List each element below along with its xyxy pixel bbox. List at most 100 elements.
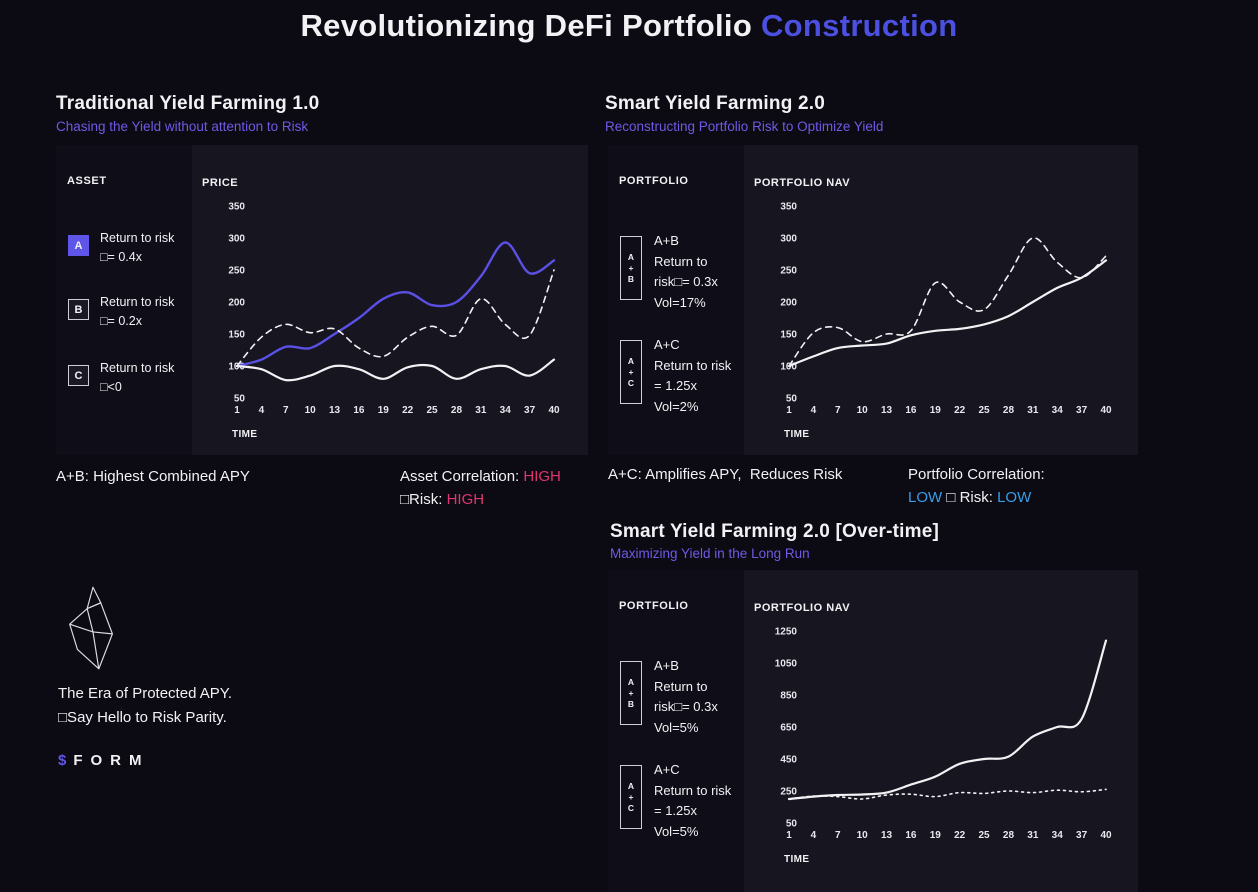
svg-text:1: 1 — [234, 405, 240, 416]
svg-text:13: 13 — [881, 830, 893, 841]
svg-text:19: 19 — [930, 830, 942, 841]
svg-text:1250: 1250 — [775, 627, 798, 638]
portfolio-line: risk□= 0.3x — [654, 699, 718, 714]
portfolio-label: A+B Return to risk□= 0.3x Vol=17% — [654, 231, 718, 313]
portfolio-line: Return to risk — [654, 357, 732, 373]
smart-subheading: Reconstructing Portfolio Risk to Optimiz… — [605, 119, 884, 134]
chart-svg: 1250 1050 850 650 450 250 50 1 4 7 10 13 16 19 22 25 28 3… — [746, 614, 1138, 875]
badge-letter: + — [628, 263, 634, 273]
portfolio-item-ac: A + C A+C Return to risk = 1.25x Vol=5% — [620, 760, 731, 842]
svg-text:150: 150 — [228, 330, 245, 341]
svg-text:34: 34 — [1052, 405, 1064, 416]
overtime-heading: Smart Yield Farming 2.0 [Over-time] — [610, 521, 940, 542]
overtime-subheading: Maximizing Yield in the Long Run — [610, 546, 810, 561]
svg-text:7: 7 — [835, 830, 841, 841]
badge-letter: A — [627, 252, 635, 262]
svg-text:22: 22 — [954, 405, 966, 416]
svg-text:31: 31 — [475, 405, 487, 416]
correlation-line: Portfolio Correlation: — [908, 466, 1045, 483]
svg-text:250: 250 — [780, 266, 797, 277]
svg-text:19: 19 — [378, 405, 390, 416]
overtime-panel: PORTFOLIO A + B A+B Return to risk□= 0.3… — [608, 570, 1138, 892]
svg-text:TIME: TIME — [784, 429, 810, 440]
svg-text:28: 28 — [1003, 405, 1015, 416]
svg-text:16: 16 — [353, 405, 365, 416]
correlation-value: HIGH — [523, 468, 561, 485]
asset-label-line: Return to risk — [100, 295, 175, 309]
svg-text:10: 10 — [305, 405, 317, 416]
portfolio-badge-ac: A + C — [620, 765, 642, 829]
asset-label: Return to risk □<0 — [100, 359, 174, 397]
portfolio-line: Vol=2% — [654, 398, 699, 414]
badge-letter: A — [627, 356, 635, 366]
asset-item-b: B Return to risk □= 0.2x — [68, 293, 174, 331]
portfolio-badge-ab: A + B — [620, 661, 642, 725]
svg-text:22: 22 — [402, 405, 414, 416]
svg-text:7: 7 — [835, 405, 841, 416]
svg-text:31: 31 — [1027, 405, 1039, 416]
chart-svg: 350 300 250 200 150 100 50 1 4 7 10 13 16 19 22 25 28 31 3… — [746, 189, 1138, 450]
portfolio-label: A+C Return to risk = 1.25x Vol=2% — [654, 335, 731, 417]
svg-text:40: 40 — [548, 405, 560, 416]
price-chart: PRICE 350 300 250 200 150 100 50 1 4 7 10 13 16 19 22 2… — [192, 145, 588, 455]
risk-label: □Risk: — [400, 491, 447, 508]
asset-sidebar-title: ASSET — [67, 175, 107, 187]
traditional-footnote: A+B: Highest Combined APY — [56, 468, 250, 485]
badge-letter: C — [627, 803, 635, 813]
svg-text:4: 4 — [811, 405, 817, 416]
asset-badge-b: B — [68, 299, 89, 320]
portfolio-label: A+C Return to risk = 1.25x Vol=5% — [654, 760, 731, 842]
svg-text:13: 13 — [329, 405, 341, 416]
portfolio-line: Vol=5% — [654, 823, 699, 839]
svg-text:350: 350 — [228, 202, 245, 213]
svg-text:37: 37 — [524, 405, 536, 416]
svg-text:250: 250 — [780, 787, 797, 798]
logo-wordmark: FORM — [73, 752, 150, 769]
asset-label-line: Return to risk — [100, 231, 175, 245]
smart-panel: PORTFOLIO A + B A+B Return to risk□= 0.3… — [608, 145, 1138, 455]
correlation-value: LOW — [908, 489, 943, 506]
asset-label: Return to risk □= 0.2x — [100, 293, 174, 331]
portfolio-item-ab: A + B A+B Return to risk□= 0.3x Vol=17% — [620, 231, 718, 313]
svg-text:850: 850 — [780, 691, 797, 702]
correlation-label: Asset Correlation: — [400, 468, 524, 485]
portfolio-line: risk□= 0.3x — [654, 274, 718, 289]
svg-text:19: 19 — [930, 405, 942, 416]
risk-line: LOW □ Risk: LOW — [908, 486, 1045, 509]
asset-label-line: □= 0.4x — [100, 250, 142, 264]
correlation-line: Asset Correlation: HIGH — [400, 465, 561, 488]
portfolio-line: Return to — [654, 678, 708, 694]
asset-badge-a: A — [68, 235, 89, 256]
svg-text:31: 31 — [1027, 830, 1039, 841]
svg-text:200: 200 — [780, 298, 797, 309]
badge-letter: + — [628, 367, 634, 377]
portfolio-line: Vol=17% — [654, 294, 706, 310]
page-title: Revolutionizing DeFi Portfolio Construct… — [0, 8, 1258, 44]
svg-text:7: 7 — [283, 405, 289, 416]
smart-heading: Smart Yield Farming 2.0 — [605, 93, 826, 114]
svg-text:28: 28 — [1003, 830, 1015, 841]
svg-text:25: 25 — [427, 405, 439, 416]
portfolio-label: A+B Return to risk□= 0.3x Vol=5% — [654, 656, 718, 738]
svg-text:10: 10 — [857, 405, 869, 416]
form-logo: $ FORM — [58, 752, 150, 769]
portfolio-line: A+B — [654, 658, 679, 673]
portfolio-line: A+B — [654, 233, 679, 248]
svg-text:1: 1 — [786, 405, 792, 416]
svg-text:50: 50 — [234, 394, 246, 405]
page-title-accent: Construction — [761, 8, 958, 43]
svg-text:1050: 1050 — [775, 659, 798, 670]
portfolio-line: A+C — [654, 762, 680, 777]
portfolio-line: A+C — [654, 337, 680, 352]
svg-text:350: 350 — [780, 202, 797, 213]
svg-text:40: 40 — [1100, 405, 1112, 416]
svg-text:34: 34 — [500, 405, 512, 416]
svg-text:150: 150 — [780, 330, 797, 341]
asset-label-line: □= 0.2x — [100, 314, 142, 328]
portfolio-line: = 1.25x — [654, 378, 698, 393]
risk-label: □ Risk: — [942, 489, 998, 506]
portfolio-sidebar: PORTFOLIO A + B A+B Return to risk□= 0.3… — [608, 570, 744, 892]
svg-text:450: 450 — [780, 755, 797, 766]
portfolio-correlation-note: Portfolio Correlation: LOW □ Risk: LOW — [908, 463, 1045, 509]
